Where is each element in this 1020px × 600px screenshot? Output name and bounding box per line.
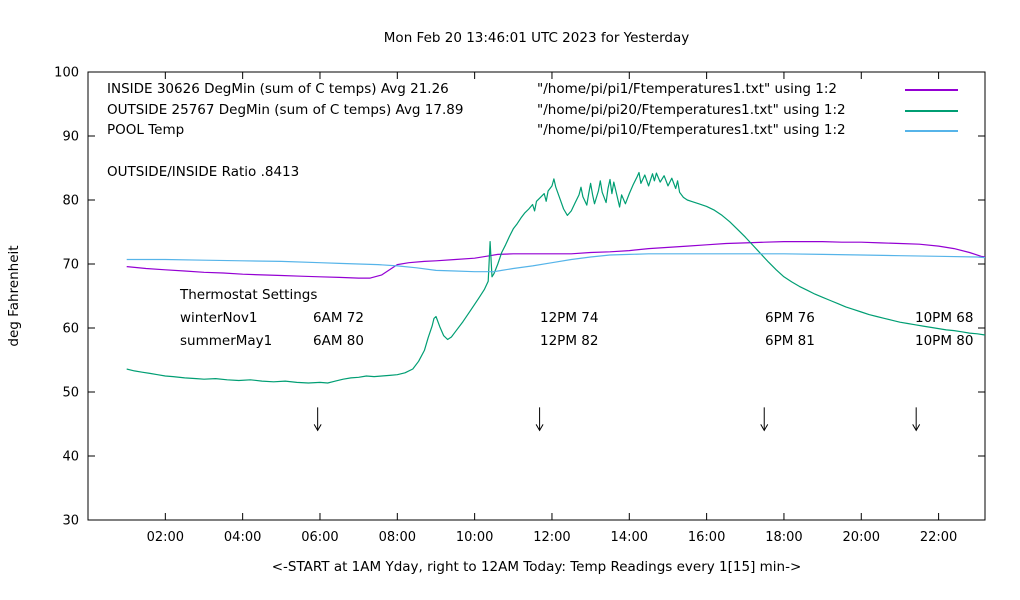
y-tick-label: 50: [62, 386, 79, 401]
x-tick-label: 08:00: [379, 530, 416, 545]
y-tick-label: 30: [62, 514, 79, 529]
thermostat-arrow-head: [760, 424, 769, 432]
legend-row-outside: OUTSIDE 25767 DegMin (sum of C temps) Av…: [107, 102, 958, 123]
thermostat-winter-12pm: 12PM 74: [540, 310, 599, 326]
y-tick-label: 90: [62, 130, 79, 145]
y-tick-label: 60: [62, 322, 79, 337]
x-tick-label: 06:00: [301, 530, 338, 545]
y-tick-label: 100: [54, 66, 79, 81]
thermostat-summer-10pm: 10PM 80: [915, 333, 974, 349]
thermostat-winter-6pm: 6PM 76: [765, 310, 815, 326]
legend-sample-line-outside: [905, 109, 958, 112]
y-tick-label: 40: [62, 450, 79, 465]
y-tick-label: 70: [62, 258, 79, 273]
legend-label-outside: OUTSIDE 25767 DegMin (sum of C temps) Av…: [107, 101, 464, 118]
x-tick-label: 18:00: [765, 530, 802, 545]
series-line-pool: [126, 253, 986, 273]
y-tick-label: 80: [62, 194, 79, 209]
legend: INSIDE 30626 DegMin (sum of C temps) Avg…: [107, 81, 958, 143]
legend-sample-line-pool: [905, 130, 958, 133]
x-tick-label: 10:00: [456, 530, 493, 545]
y-axis-label: deg Fahrenheit: [6, 245, 22, 347]
x-axis-label: <-START at 1AM Yday, right to 12AM Today…: [271, 559, 802, 575]
outside-inside-ratio-text: OUTSIDE/INSIDE Ratio .8413: [107, 164, 300, 180]
legend-file-inside: "/home/pi/pi1/Ftemperatures1.txt" using …: [537, 81, 837, 97]
series-line-outside: [126, 171, 986, 384]
x-tick-label: 16:00: [688, 530, 725, 545]
thermostat-arrow-head: [313, 424, 322, 432]
legend-label-inside: INSIDE 30626 DegMin (sum of C temps) Avg…: [107, 81, 449, 97]
thermostat-winter-name: winterNov1: [180, 310, 258, 326]
thermostat-summer-12pm: 12PM 82: [540, 333, 599, 349]
thermostat-arrow-head: [535, 424, 544, 432]
thermostat-winter-10pm: 10PM 68: [915, 310, 974, 326]
legend-label-pool: POOL Temp: [107, 122, 185, 139]
legend-row-pool: POOL Temp "/home/pi/pi10/Ftemperatures1.…: [107, 122, 958, 143]
x-tick-label: 22:00: [920, 530, 957, 545]
x-tick-label: 04:00: [224, 530, 261, 545]
chart-title: Mon Feb 20 13:46:01 UTC 2023 for Yesterd…: [383, 30, 690, 46]
thermostat-winter-6am: 6AM 72: [313, 310, 364, 326]
legend-file-pool: "/home/pi/pi10/Ftemperatures1.txt" using…: [537, 122, 846, 139]
thermostat-summer-6pm: 6PM 81: [765, 333, 815, 349]
legend-file-outside: "/home/pi/pi20/Ftemperatures1.txt" using…: [537, 101, 846, 118]
legend-sample-line-inside: [905, 89, 958, 91]
x-tick-label: 02:00: [147, 530, 184, 545]
x-tick-label: 12:00: [533, 530, 570, 545]
plot-border: [87, 71, 986, 521]
legend-row-inside: INSIDE 30626 DegMin (sum of C temps) Avg…: [107, 81, 958, 102]
x-tick-label: 20:00: [843, 530, 880, 545]
series-line-inside: [126, 241, 986, 279]
thermostat-summer-name: summerMay1: [180, 333, 273, 349]
thermostat-arrow-head: [912, 424, 921, 432]
x-tick-label: 14:00: [611, 530, 648, 545]
thermostat-settings-heading: Thermostat Settings: [180, 287, 318, 303]
thermostat-summer-6am: 6AM 80: [313, 333, 364, 349]
